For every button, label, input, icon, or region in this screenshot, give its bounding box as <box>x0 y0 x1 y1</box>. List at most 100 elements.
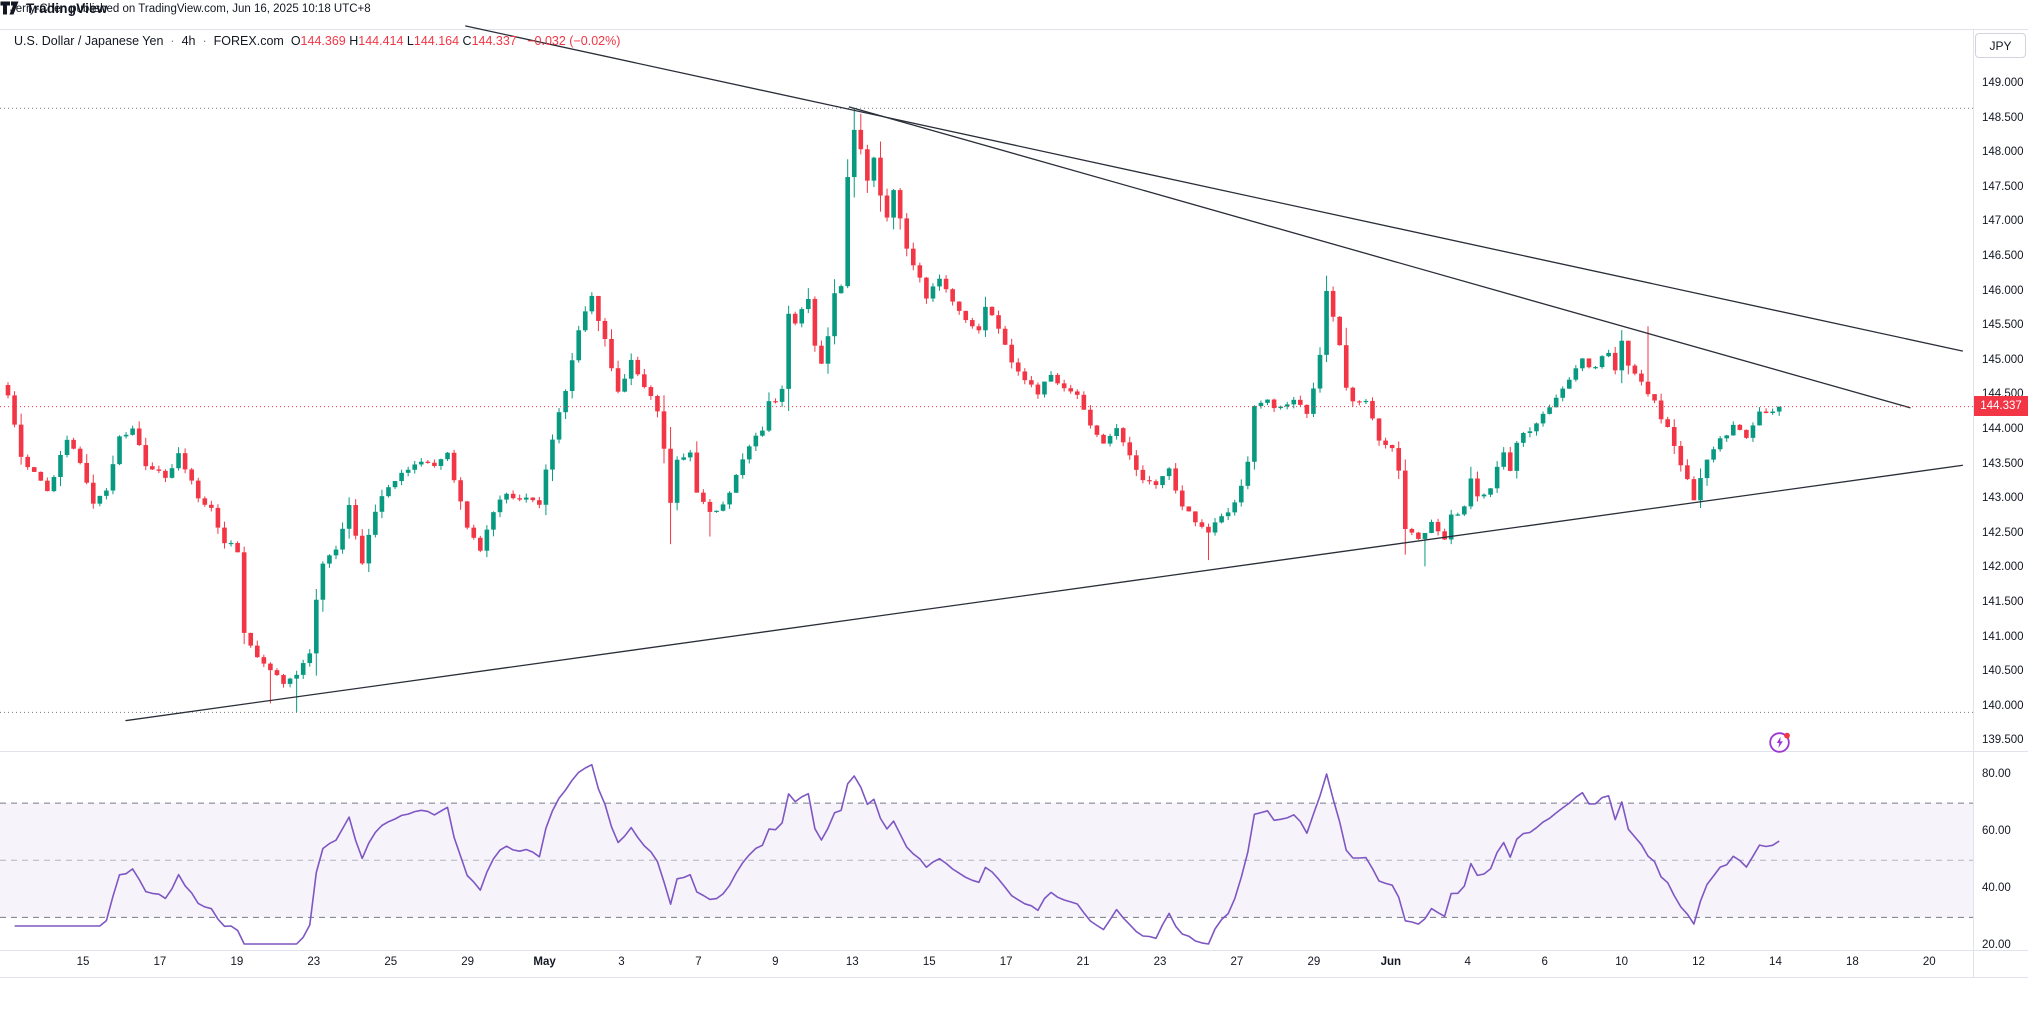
candle-body <box>1298 399 1303 405</box>
candle-body <box>366 534 372 564</box>
time-tick-label: 29 <box>461 956 475 968</box>
candle-body <box>1114 428 1119 437</box>
pane-separator[interactable] <box>0 751 2028 752</box>
candle-body <box>1534 423 1539 432</box>
time-tick-label: 14 <box>1769 956 1782 968</box>
candle-body <box>58 455 63 478</box>
candle-body <box>1252 406 1257 462</box>
candle-body <box>491 512 496 530</box>
candle-body <box>792 313 798 324</box>
candle-body <box>976 326 982 331</box>
candle-body <box>90 482 96 504</box>
tradingview-footer[interactable]: TradingView <box>0 0 2028 16</box>
candle-body <box>668 448 673 503</box>
candle-body <box>176 453 181 469</box>
candle-body <box>1291 399 1297 405</box>
candle-body <box>241 552 247 633</box>
price-tick-label: 140.000 <box>1982 699 2024 712</box>
candle-body <box>950 289 955 302</box>
candle-body <box>123 434 129 437</box>
candle-body <box>1147 480 1152 482</box>
symbol-legend[interactable]: U.S. Dollar / Japanese Yen · 4h · FOREX.… <box>14 34 620 48</box>
candle-body <box>18 424 24 457</box>
price-tick-label: 149.000 <box>1982 77 2024 89</box>
candle-body <box>150 466 155 470</box>
time-tick-label: 18 <box>1845 956 1859 968</box>
candle-body <box>904 218 910 249</box>
candle-body <box>1101 434 1106 444</box>
candle-body <box>1186 506 1192 512</box>
candle-body <box>1639 373 1644 382</box>
price-tick-label: 147.000 <box>1982 215 2024 228</box>
candle-body <box>405 469 411 473</box>
candle-body <box>1560 388 1566 398</box>
candle-body <box>635 359 641 375</box>
candle-body <box>1173 468 1178 491</box>
candle-body <box>1678 445 1684 466</box>
price-tick-label: 148.000 <box>1982 146 2024 159</box>
candle-body <box>1068 388 1074 392</box>
trendline-upper-descending[interactable] <box>465 25 1964 352</box>
price-tick-label: 143.000 <box>1982 492 2024 505</box>
candle-body <box>753 435 759 447</box>
candle-body <box>773 401 778 403</box>
price-tick-label: 143.500 <box>1982 457 2024 470</box>
candle-body <box>1258 402 1264 407</box>
price-change: −0.032 (−0.02%) <box>527 34 621 48</box>
legend-separator: · <box>170 34 175 48</box>
candle-body <box>1409 529 1415 533</box>
candle-body <box>1212 522 1218 533</box>
attribution-text: Jerry-Chen published on TradingView.com,… <box>10 3 371 15</box>
candle-body <box>819 345 824 364</box>
candle-body <box>1481 494 1487 497</box>
ohlc-key: L <box>406 34 414 48</box>
candle-body <box>930 286 936 299</box>
candle-body <box>1127 442 1133 456</box>
time-tick-label: 17 <box>999 956 1013 968</box>
candle-body <box>1324 290 1329 355</box>
candle-body <box>1763 411 1769 414</box>
candle-body <box>838 286 844 294</box>
currency-unit-button[interactable]: JPY <box>1975 33 2026 58</box>
candle-body <box>1009 344 1014 363</box>
candle-body <box>169 468 175 478</box>
ohlc-value: 144.337 <box>471 34 517 48</box>
candle-body <box>1074 391 1080 395</box>
candle-body <box>970 320 975 327</box>
candle-body <box>1035 384 1041 395</box>
time-tick-label: 17 <box>153 956 167 968</box>
candle-body <box>596 295 601 321</box>
candle-body <box>1652 394 1657 401</box>
candle-body <box>209 504 214 508</box>
candle-body <box>84 462 90 483</box>
price-tick-label: 145.000 <box>1982 353 2024 366</box>
candle-body <box>1055 374 1060 384</box>
candle-body <box>1475 478 1480 497</box>
time-tick-label: 9 <box>772 956 779 968</box>
candle-body <box>1599 356 1605 368</box>
candle-body <box>438 459 444 466</box>
candle-body <box>1061 383 1067 389</box>
candle-body <box>1501 452 1506 467</box>
candle-body <box>261 657 267 664</box>
time-tick-label: 23 <box>307 956 321 968</box>
candle-body <box>353 505 358 536</box>
flash-bolt <box>1776 736 1783 748</box>
candle-body <box>1022 371 1028 381</box>
candle-body <box>1757 411 1762 426</box>
candle-body <box>1402 470 1408 530</box>
candle-body <box>228 542 234 545</box>
candle-body <box>1776 406 1782 412</box>
candle-body <box>136 428 142 446</box>
candle-body <box>314 599 319 654</box>
candle-body <box>1002 328 1008 345</box>
flash-icon[interactable] <box>1768 730 1792 754</box>
trendline-inner-descending[interactable] <box>848 106 1911 409</box>
trendline-ascending-support[interactable] <box>125 464 1963 722</box>
price-tick-label: 146.500 <box>1982 250 2024 262</box>
candle-body <box>202 498 208 505</box>
candle-body <box>1711 449 1716 460</box>
candle-body <box>760 430 765 436</box>
ohlc-key: O <box>290 34 301 48</box>
